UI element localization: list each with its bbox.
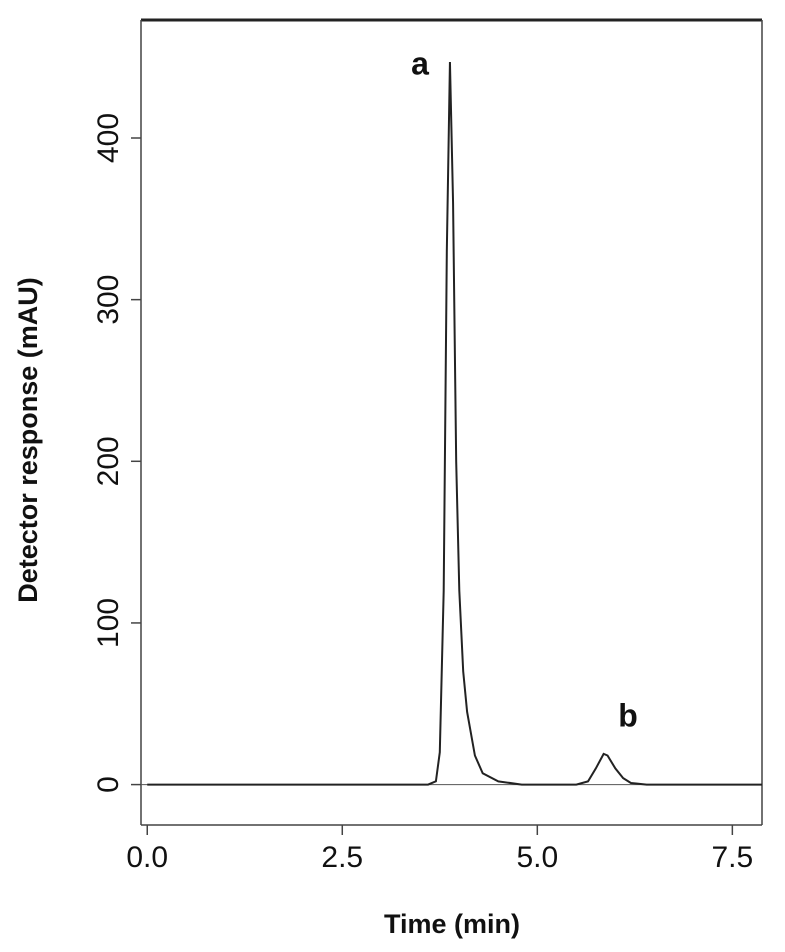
x-tick-label: 7.5	[711, 841, 753, 874]
y-tick-label: 100	[92, 598, 125, 648]
y-tick-label: 300	[92, 275, 125, 325]
peak-label: a	[411, 45, 429, 81]
y-tick-label: 400	[92, 113, 125, 163]
y-tick-label: 0	[92, 776, 125, 793]
x-tick-label: 2.5	[321, 841, 363, 874]
x-tick-label: 0.0	[126, 841, 168, 874]
peak-label: b	[618, 697, 638, 733]
chromatogram-line	[147, 62, 762, 786]
x-axis-label: Time (min)	[384, 909, 520, 939]
y-axis-label: Detector response (mAU)	[13, 277, 43, 603]
y-tick-label: 200	[92, 436, 125, 486]
x-tick-label: 5.0	[516, 841, 558, 874]
